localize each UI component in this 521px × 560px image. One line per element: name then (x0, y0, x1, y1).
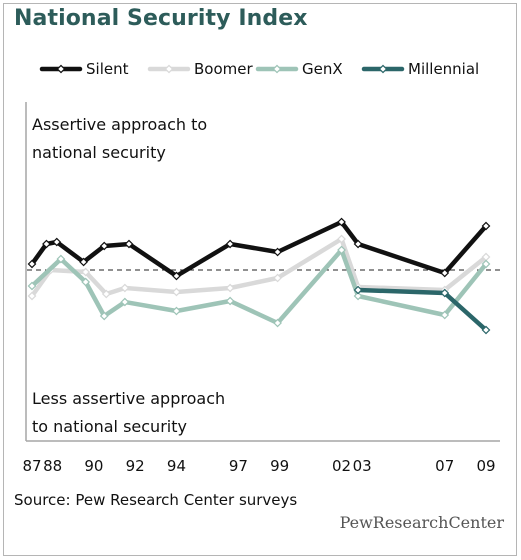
genx-data-point (81, 277, 91, 287)
genx-data-point (120, 297, 130, 307)
silent-data-point (172, 271, 181, 281)
line-chart: Silent Boomer GenX Millennial Assertive app… (22, 60, 500, 475)
x-axis-ticks: 87 88 90 92 94 97 99 02 03 07 09 (22, 457, 495, 475)
legend-label: GenX (302, 60, 343, 78)
legend-marker (164, 64, 174, 74)
genx-data-point (225, 296, 235, 306)
silent-data-point (42, 239, 51, 249)
legend-label: Boomer (194, 60, 253, 78)
chart-title: National Security Index (14, 6, 308, 31)
genx-data-point (27, 281, 37, 291)
silent-data-point (440, 268, 450, 278)
boomer-data-point (273, 273, 282, 283)
boomer-data-point (101, 289, 111, 299)
x-tick-label: 90 (84, 457, 103, 475)
brand-logo: PewResearchCenter (339, 513, 504, 532)
silent-data-point (481, 221, 491, 231)
legend-label: Millennial (408, 60, 479, 78)
millennial-data-point (353, 285, 363, 295)
silent-data-point (99, 241, 109, 251)
boomer-data-point (27, 291, 37, 301)
x-tick-label: 88 (43, 457, 62, 475)
legend-item-boomer: Boomer (147, 60, 253, 78)
genx-data-point (440, 310, 450, 320)
genx-data-point (337, 245, 346, 255)
figure-frame (3, 3, 517, 556)
legend-marker (56, 64, 66, 74)
x-tick-label: 94 (167, 457, 186, 475)
genx-series-line (29, 247, 489, 326)
x-tick-label: 99 (270, 457, 289, 475)
silent-data-point (52, 237, 62, 247)
silent-data-point (353, 239, 363, 249)
annotation-top-line: Assertive approach to (32, 115, 207, 134)
boomer-data-point (481, 252, 491, 262)
legend-item-genx: GenX (255, 60, 343, 78)
source-note: Source: Pew Research Center surveys (14, 491, 298, 509)
legend-label: Silent (86, 60, 129, 78)
legend-marker (378, 64, 388, 74)
x-tick-label: 92 (126, 457, 145, 475)
millennial-data-point (440, 288, 450, 298)
boomer-data-point (337, 234, 346, 244)
silent-data-point (79, 257, 88, 267)
genx-data-point (172, 306, 181, 316)
silent-data-point (337, 217, 346, 227)
legend: Silent Boomer GenX Millennial (39, 60, 479, 78)
annotations: Assertive approach to national security Le… (32, 115, 225, 436)
x-tick-label: 02 (332, 457, 351, 475)
x-tick-label: 07 (435, 457, 454, 475)
boomer-data-point (120, 283, 130, 293)
boomer-data-point (225, 283, 235, 293)
x-tick-label: 03 (353, 457, 372, 475)
silent-data-point (273, 247, 282, 257)
millennial-data-point (481, 325, 491, 335)
genx-data-point (56, 254, 66, 264)
silent-data-point (27, 259, 37, 269)
legend-item-millennial: Millennial (361, 60, 479, 78)
silent-data-point (124, 239, 134, 249)
silent-data-point (225, 239, 235, 249)
genx-data-point (481, 259, 491, 269)
boomer-series-line (29, 236, 489, 299)
silent-series-line (29, 219, 489, 279)
boomer-data-point (81, 267, 91, 277)
annotation-bottom-line: Less assertive approach (32, 389, 225, 408)
genx-data-point (273, 318, 282, 328)
x-tick-label: 87 (22, 457, 41, 475)
x-tick-label: 97 (229, 457, 248, 475)
genx-data-point (353, 291, 363, 301)
series-lines (27, 217, 491, 335)
boomer-data-point (172, 287, 181, 297)
legend-item-silent: Silent (39, 60, 129, 78)
annotation-bottom-line: to national security (32, 417, 187, 436)
legend-marker (272, 64, 282, 74)
genx-data-point (99, 311, 109, 321)
x-tick-label: 09 (476, 457, 495, 475)
annotation-top-line: national security (32, 143, 166, 162)
